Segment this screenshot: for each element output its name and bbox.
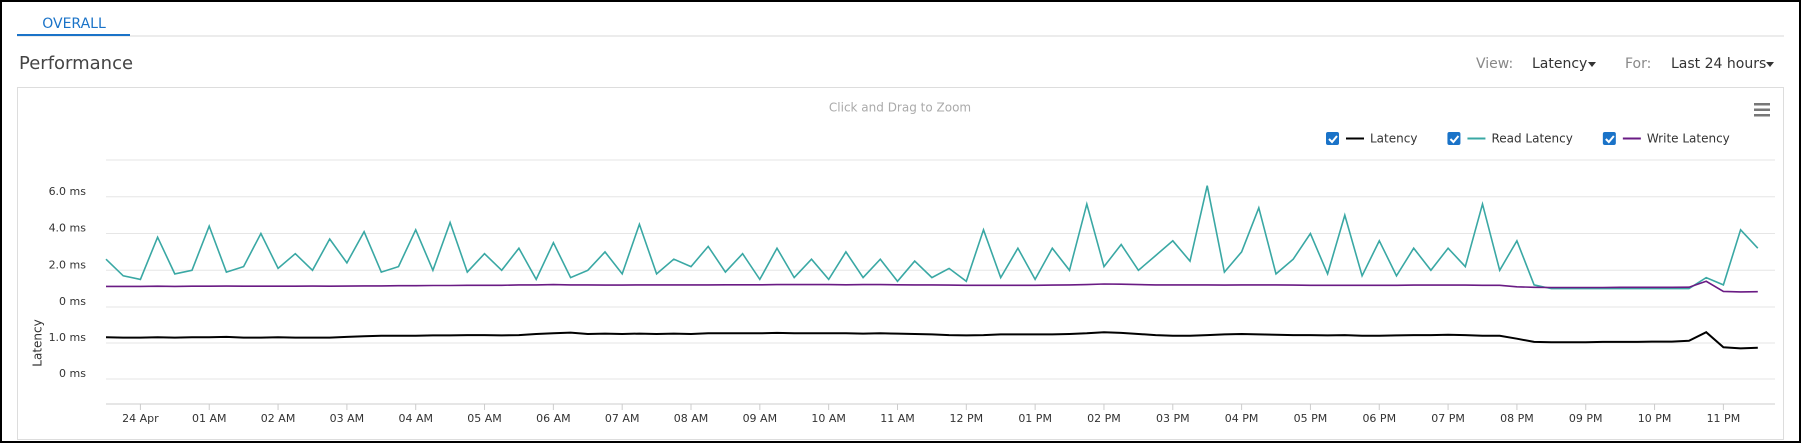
x-tick-label: 09 PM bbox=[1569, 412, 1603, 425]
x-tick-label: 10 PM bbox=[1638, 412, 1672, 425]
legend-check bbox=[1328, 135, 1338, 144]
series-line bbox=[105, 331, 1758, 350]
y-tick-label: 4.0 ms bbox=[49, 222, 87, 235]
x-tick-label: 10 AM bbox=[811, 412, 846, 425]
x-tick-label: 04 AM bbox=[398, 412, 433, 425]
x-tick-label: 08 AM bbox=[674, 412, 709, 425]
legend-label[interactable]: Latency bbox=[1370, 132, 1417, 146]
x-tick-label: 24 Apr bbox=[122, 412, 159, 425]
x-tick-label: 03 PM bbox=[1156, 412, 1190, 425]
y-tick-label: 6.0 ms bbox=[49, 185, 87, 198]
y-tick-label: 1.0 ms bbox=[49, 331, 87, 344]
view-dropdown[interactable]: Latency bbox=[1532, 56, 1587, 72]
x-tick-label: 06 PM bbox=[1362, 412, 1396, 425]
x-tick-label: 01 AM bbox=[192, 412, 227, 425]
chart-panel bbox=[17, 87, 1784, 440]
x-tick-label: 09 AM bbox=[743, 412, 778, 425]
legend-check bbox=[1449, 135, 1460, 144]
x-tick-label: 05 PM bbox=[1294, 412, 1328, 425]
tab[interactable]: OVERALL bbox=[42, 16, 106, 32]
page-title: Performance bbox=[19, 53, 133, 74]
menu-button[interactable] bbox=[1754, 103, 1770, 117]
legend-label[interactable]: Write Latency bbox=[1647, 132, 1730, 146]
x-tick-label: 05 AM bbox=[467, 412, 502, 425]
x-tick-label: 02 AM bbox=[261, 412, 296, 425]
tab-underline bbox=[17, 34, 130, 36]
x-tick-label: 03 AM bbox=[330, 412, 365, 425]
series-line bbox=[106, 280, 1758, 293]
y-tick-label: 0 ms bbox=[59, 295, 86, 308]
x-tick-label: 11 AM bbox=[880, 412, 915, 425]
x-tick-label: 12 PM bbox=[949, 412, 983, 425]
x-tick-label: 07 PM bbox=[1431, 412, 1465, 425]
legend-label[interactable]: Read Latency bbox=[1491, 132, 1572, 146]
x-tick-label: 01 PM bbox=[1018, 412, 1052, 425]
y-tick-label: 0 ms bbox=[59, 367, 86, 380]
caret bbox=[1588, 62, 1596, 67]
caret bbox=[1766, 62, 1774, 67]
x-tick-label: 08 PM bbox=[1500, 412, 1534, 425]
x-tick-label: 07 AM bbox=[605, 412, 640, 425]
legend-checkbox[interactable] bbox=[1326, 132, 1339, 145]
for-dropdown[interactable]: Last 24 hours bbox=[1671, 56, 1766, 72]
x-tick-label: 02 PM bbox=[1087, 412, 1121, 425]
legend-checkbox[interactable] bbox=[1602, 132, 1616, 145]
y-axis-title: Latency bbox=[31, 319, 45, 366]
view-label: View: bbox=[1476, 56, 1513, 72]
x-tick-label: 04 PM bbox=[1225, 412, 1259, 425]
x-tick-label: 06 AM bbox=[536, 412, 571, 425]
chart-subtitle: Click and Drag to Zoom bbox=[829, 101, 971, 115]
y-tick-label: 2.0 ms bbox=[49, 258, 87, 271]
x-tick-label: 11 PM bbox=[1707, 412, 1741, 425]
legend-checkbox[interactable] bbox=[1447, 132, 1461, 145]
series-line bbox=[105, 185, 1759, 290]
for-label: For: bbox=[1625, 56, 1651, 72]
legend-check bbox=[1605, 135, 1615, 144]
